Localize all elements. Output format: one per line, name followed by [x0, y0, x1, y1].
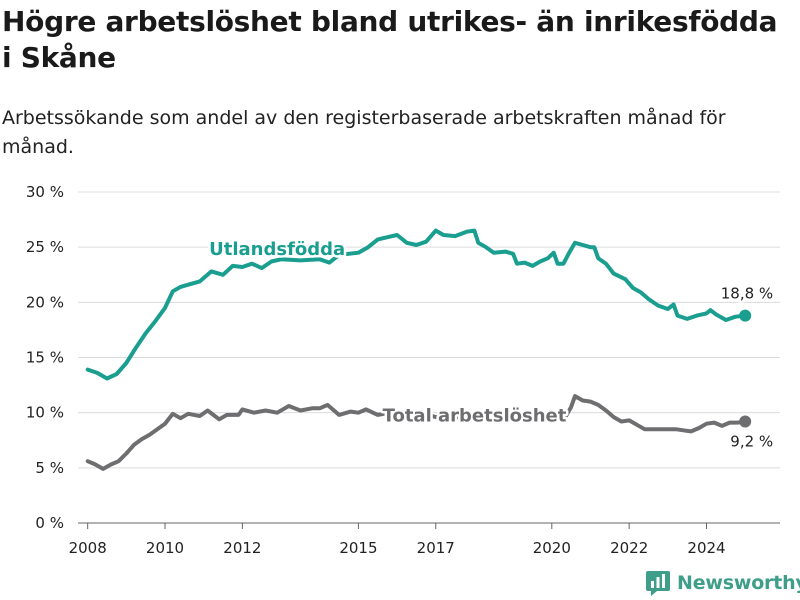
x-tick-label: 2015	[339, 539, 377, 557]
end-point-marker	[739, 309, 752, 322]
brand-logo: Newsworthy	[645, 569, 800, 597]
series-labels: 18,8 % 9,2 % Utlandsfödda Total arbetslöshe…	[207, 236, 776, 452]
x-tick-label: 2012	[223, 539, 261, 557]
axes: 0 % 5 % 10 % 15 % 20 % 25 % 30 % 2008 2010 2012 20…	[26, 183, 726, 557]
brand-name: Newsworthy	[677, 572, 800, 594]
y-tick-label: 5 %	[35, 459, 64, 477]
series-label-total: Total arbetslöshet	[383, 405, 567, 426]
bar-chart-logo-icon	[646, 571, 670, 596]
end-point-marker	[739, 415, 752, 428]
x-tick-label: 2020	[533, 539, 571, 557]
x-tick-label: 2010	[146, 539, 184, 557]
grid-lines	[78, 191, 780, 524]
x-tick-label: 2017	[417, 539, 455, 557]
x-tick-label: 2022	[610, 539, 648, 557]
x-tick-label: 2008	[69, 539, 107, 557]
y-tick-label: 15 %	[26, 349, 64, 367]
page-subtitle: Arbetssökande som andel av den registerb…	[2, 107, 726, 158]
series-line-total	[85, 394, 748, 471]
series-label-utlandsfodda: Utlandsfödda	[209, 239, 345, 260]
series-lines	[85, 228, 752, 471]
page-title: Högre arbetslöshet bland utrikes- än inr…	[2, 5, 778, 74]
series-line-utlandsfodda	[85, 228, 748, 381]
end-value-label: 9,2 %	[730, 432, 773, 450]
y-tick-label: 25 %	[26, 238, 64, 256]
y-tick-label: 30 %	[26, 183, 64, 201]
x-tick-label: 2024	[687, 539, 725, 557]
y-tick-label: 10 %	[26, 404, 64, 422]
y-tick-label: 20 %	[26, 293, 64, 311]
end-value-label: 18,8 %	[721, 285, 773, 303]
y-tick-label: 0 %	[35, 514, 64, 532]
